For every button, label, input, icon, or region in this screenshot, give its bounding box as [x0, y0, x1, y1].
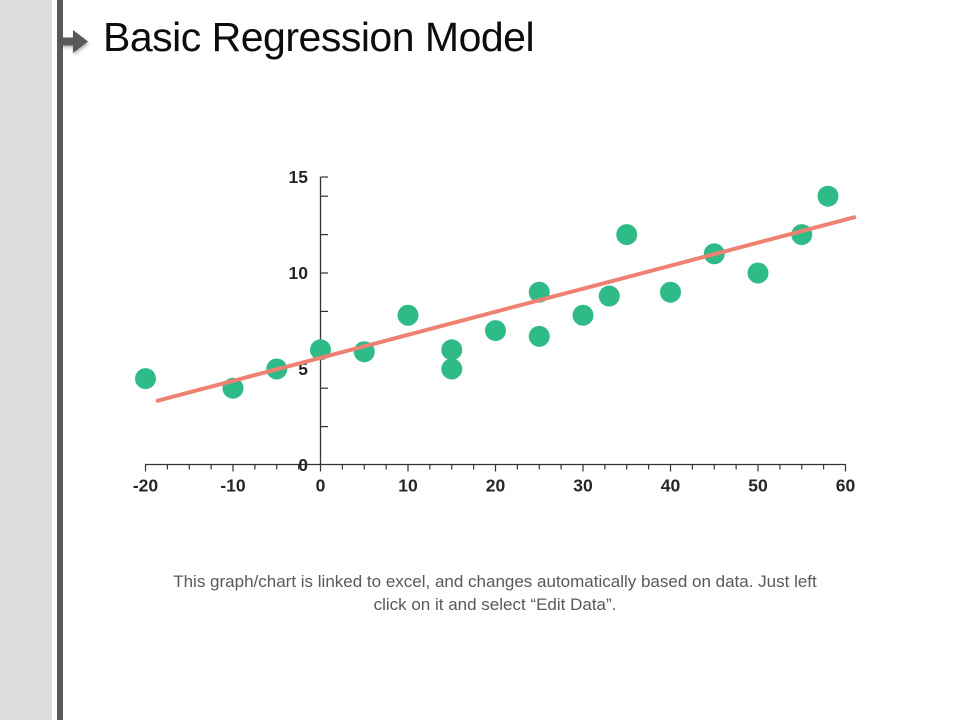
x-tick-label: 50 — [748, 476, 768, 496]
x-tick-label: 10 — [398, 476, 418, 496]
scatter-point — [485, 320, 506, 342]
x-tick-label: 60 — [836, 476, 856, 496]
right-arrow-icon — [61, 30, 88, 53]
caption: This graph/chart is linked to excel, and… — [60, 570, 930, 616]
scatter-point — [135, 368, 156, 390]
x-tick-label: 0 — [316, 476, 326, 496]
scatter-point — [528, 325, 550, 347]
scatter-point — [747, 262, 769, 284]
scatter-point — [441, 339, 463, 361]
left-gray-strip — [0, 0, 52, 720]
y-tick-label: 0 — [298, 455, 308, 475]
caption-line-2: click on it and select “Edit Data”. — [373, 595, 617, 614]
x-tick-label: -20 — [133, 476, 159, 496]
trend-line — [155, 215, 857, 403]
left-dark-bar — [57, 0, 63, 720]
scatter-point — [817, 185, 839, 207]
y-tick-label: 10 — [289, 263, 309, 283]
x-tick-label: -10 — [220, 476, 246, 496]
y-tick-label: 5 — [298, 359, 308, 379]
x-tick-label: 20 — [486, 476, 506, 496]
x-tick-label: 40 — [661, 476, 681, 496]
caption-line-1: This graph/chart is linked to excel, and… — [173, 572, 817, 591]
scatter-point — [572, 304, 594, 326]
scatter-point — [616, 224, 638, 246]
y-tick-label: 15 — [289, 167, 309, 187]
scatter-point — [441, 358, 463, 380]
x-tick-label: 30 — [573, 476, 593, 496]
scatter-point — [660, 281, 681, 303]
regression-chart[interactable]: -20 -10 0 10 20 30 40 50 60 0 5 10 15 — [100, 150, 890, 520]
scatter-point — [598, 285, 620, 307]
scatter-point — [397, 304, 419, 326]
slide-title: Basic Regression Model — [103, 14, 535, 60]
